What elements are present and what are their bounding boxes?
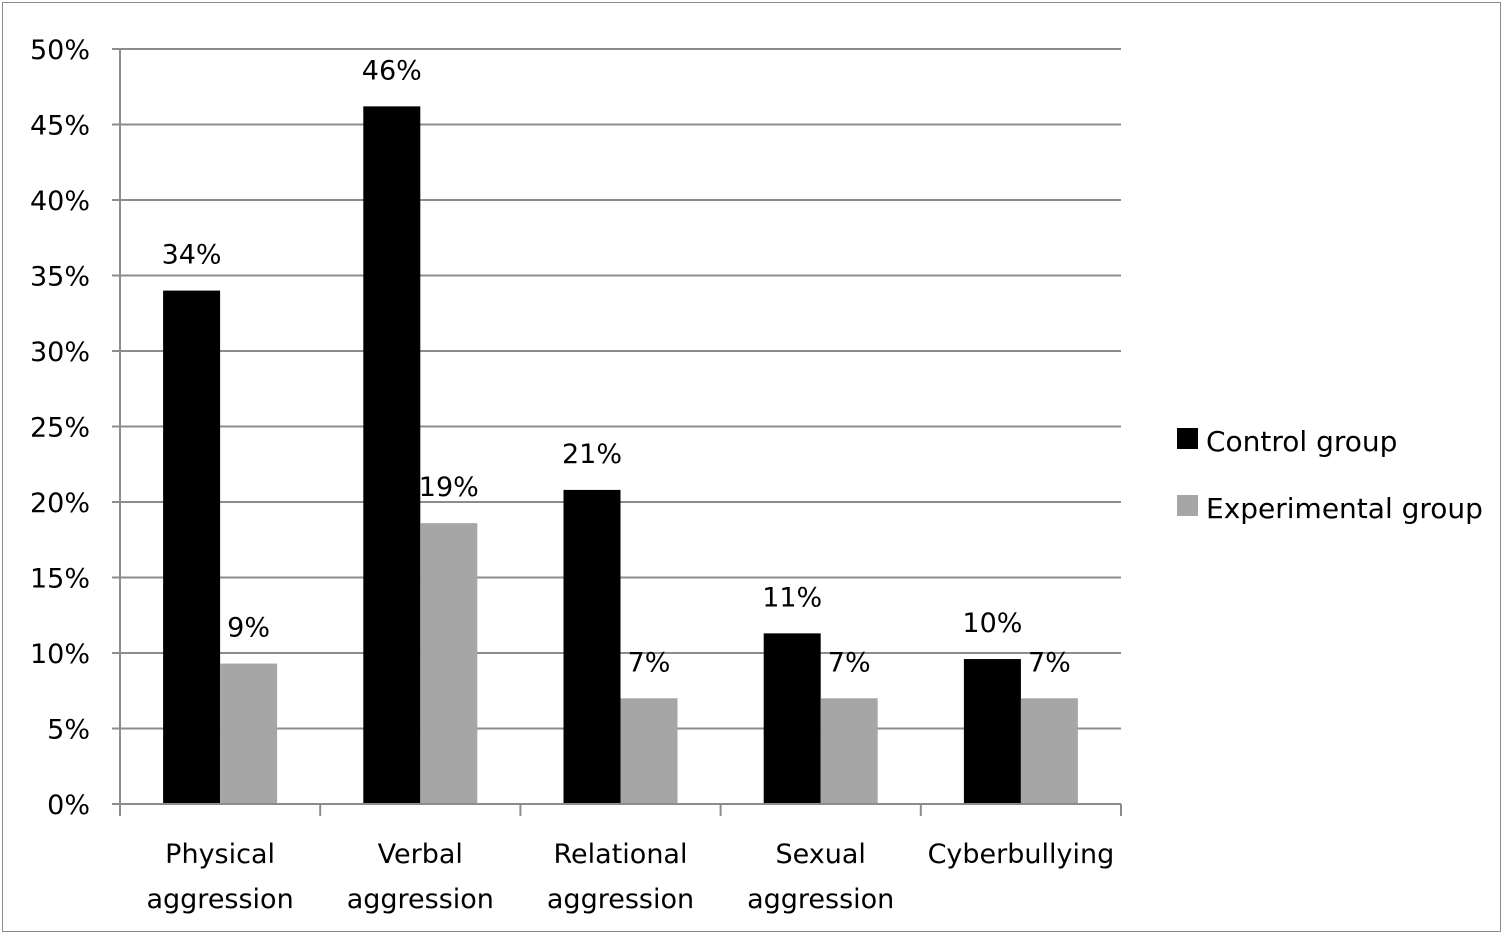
y-tick-label: 20% xyxy=(30,488,90,519)
gridlines xyxy=(120,48,1121,730)
bars xyxy=(163,106,1078,805)
bar-control xyxy=(763,633,821,804)
bar-experimental xyxy=(1020,698,1078,804)
x-category-label: aggression xyxy=(347,884,494,915)
x-category-label: Cyberbullying xyxy=(928,839,1115,870)
bar-experimental xyxy=(820,698,878,804)
data-labels: 34% 46% 21% 11% 10% 9% 19% 7% 7% 7% xyxy=(162,55,1071,678)
data-label: 9% xyxy=(227,613,270,644)
data-label: 19% xyxy=(419,472,479,503)
legend-swatch-experimental xyxy=(1177,495,1198,516)
bar-control xyxy=(163,290,221,805)
x-category-label: aggression xyxy=(747,884,894,915)
bar-experimental xyxy=(620,698,678,804)
bar-control xyxy=(363,106,421,804)
y-tick-label: 5% xyxy=(47,715,90,746)
y-tick-label: 45% xyxy=(30,111,90,142)
y-tick-label: 0% xyxy=(47,790,90,821)
data-label: 10% xyxy=(962,608,1022,639)
bar-experimental xyxy=(220,663,278,804)
y-tick-label: 25% xyxy=(30,413,90,444)
data-label: 7% xyxy=(628,647,671,678)
x-category-label: aggression xyxy=(547,884,694,915)
y-tick-label: 30% xyxy=(30,337,90,368)
legend-swatch-control xyxy=(1177,428,1198,449)
data-label: 7% xyxy=(828,647,871,678)
data-label: 21% xyxy=(562,439,622,470)
y-axis-tick-labels: 0% 5% 10% 15% 20% 25% 30% 35% 40% 45% 50% xyxy=(30,35,90,821)
x-category-label: aggression xyxy=(146,884,293,915)
y-tick-label: 40% xyxy=(30,186,90,217)
bar-experimental xyxy=(420,523,478,804)
legend: Control group Experimental group xyxy=(1177,425,1483,525)
x-category-label: Relational xyxy=(554,839,688,870)
x-category-label: Physical xyxy=(165,839,275,870)
y-tick-label: 15% xyxy=(30,564,90,595)
legend-label-experimental: Experimental group xyxy=(1206,492,1483,525)
x-category-label: Sexual xyxy=(775,839,865,870)
bar-control xyxy=(563,489,621,804)
bar-control xyxy=(963,659,1021,804)
data-label: 34% xyxy=(162,240,222,271)
y-tick-label: 35% xyxy=(30,262,90,293)
x-category-label: Verbal xyxy=(378,839,463,870)
y-tick-label: 50% xyxy=(30,35,90,66)
x-axis-category-labels: Physical aggression Verbal aggression Relati… xyxy=(146,839,1114,915)
data-label: 46% xyxy=(362,55,422,86)
axes xyxy=(112,48,1122,816)
data-label: 7% xyxy=(1028,647,1071,678)
y-tick-label: 10% xyxy=(30,639,90,670)
data-label: 11% xyxy=(762,582,822,613)
legend-label-control: Control group xyxy=(1206,425,1397,458)
